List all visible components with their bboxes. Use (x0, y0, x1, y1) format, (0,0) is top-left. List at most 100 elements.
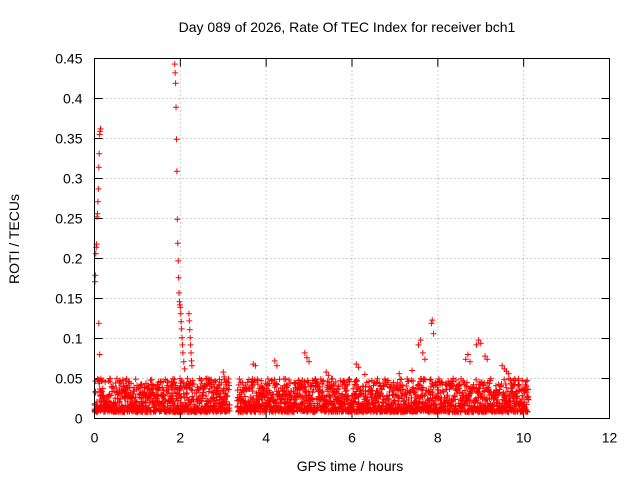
data-point (301, 384, 308, 391)
x-tick-label: 8 (434, 430, 442, 446)
data-point (156, 384, 163, 391)
y-tick-label: 0.2 (63, 251, 83, 267)
data-point (305, 379, 312, 386)
data-point (216, 391, 223, 398)
data-point (135, 404, 142, 411)
data-point (226, 405, 233, 412)
data-point (95, 320, 102, 327)
data-point (110, 383, 117, 390)
data-point (132, 376, 139, 383)
data-point (272, 400, 279, 407)
data-point (222, 390, 229, 397)
data-point (342, 388, 349, 395)
x-tick-label: 0 (91, 430, 99, 446)
data-point (164, 403, 171, 410)
data-point (316, 393, 323, 400)
data-point (184, 375, 191, 382)
data-point (94, 198, 101, 205)
chart-title: Day 089 of 2026, Rate Of TEC Index for r… (179, 19, 516, 35)
data-point (319, 388, 326, 395)
data-point (178, 318, 185, 325)
data-point (160, 392, 167, 399)
data-point (188, 362, 195, 369)
y-tick-label: 0.05 (55, 371, 82, 387)
data-point (274, 381, 281, 388)
x-tick-label: 4 (262, 430, 270, 446)
data-point (173, 168, 180, 175)
data-point (171, 378, 178, 385)
data-point (391, 397, 398, 404)
data-point (259, 400, 266, 407)
data-point (282, 375, 289, 382)
data-point (408, 377, 415, 384)
data-point (190, 396, 197, 403)
data-point (225, 375, 232, 382)
data-point (250, 395, 257, 402)
data-point (366, 383, 373, 390)
data-point (92, 389, 99, 396)
x-tick-label: 2 (176, 430, 184, 446)
data-point (319, 380, 326, 387)
data-point (492, 382, 499, 389)
data-point (314, 380, 321, 387)
data-point (351, 398, 358, 405)
data-point (285, 376, 292, 383)
data-point (95, 185, 102, 192)
data-point (98, 378, 105, 385)
data-point (188, 386, 195, 393)
data-point (218, 379, 225, 386)
data-point (310, 386, 317, 393)
data-point (204, 397, 211, 404)
data-point (148, 395, 155, 402)
data-point (318, 389, 325, 396)
data-point (429, 317, 436, 324)
data-point (165, 386, 172, 393)
data-point (184, 389, 191, 396)
data-point (128, 380, 135, 387)
data-point (118, 403, 125, 410)
y-tick-label: 0.4 (63, 91, 83, 107)
data-point (102, 378, 109, 385)
data-point (96, 150, 103, 157)
grid-lines (94, 58, 610, 419)
data-points (91, 61, 532, 415)
data-point (199, 392, 206, 399)
data-point (133, 398, 140, 405)
data-point (127, 389, 134, 396)
data-point (301, 402, 308, 409)
data-point (183, 391, 190, 398)
data-point (259, 384, 266, 391)
data-point (298, 400, 305, 407)
data-point (178, 393, 185, 400)
data-point (241, 393, 248, 400)
data-point (396, 370, 403, 377)
data-point (169, 375, 176, 382)
data-point (148, 376, 155, 383)
data-point (212, 378, 219, 385)
data-point (200, 386, 207, 393)
data-point (220, 395, 227, 402)
data-point (173, 104, 180, 111)
data-point (380, 383, 387, 390)
data-point (180, 379, 187, 386)
data-point (291, 408, 298, 415)
data-point (208, 383, 215, 390)
data-point (280, 388, 287, 395)
data-point (179, 334, 186, 341)
data-point (308, 395, 315, 402)
data-point (117, 377, 124, 384)
data-point (121, 393, 128, 400)
data-point (173, 136, 180, 143)
data-point (249, 382, 256, 389)
data-point (220, 369, 227, 376)
y-axis: 0 0.05 0.1 0.15 0.2 0.25 0.3 0.35 0.4 0.45 (55, 51, 610, 427)
data-point (305, 388, 312, 395)
y-tick-label: 0.25 (55, 211, 82, 227)
data-point (329, 375, 336, 382)
data-point (185, 310, 192, 317)
data-point (177, 310, 184, 317)
y-tick-label: 0.15 (55, 291, 82, 307)
data-point (252, 407, 259, 414)
data-point (190, 381, 197, 388)
data-point (149, 381, 156, 388)
